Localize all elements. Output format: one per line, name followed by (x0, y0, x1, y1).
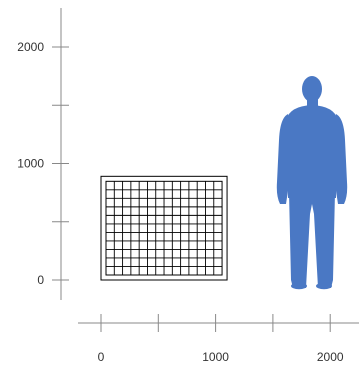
figure-left-arm (276, 114, 292, 204)
figure-neck (307, 98, 318, 108)
y-axis-ticks: 2000 1000 0 (17, 40, 69, 287)
figure-right-arm (332, 114, 348, 204)
figure-left-foot (291, 282, 307, 290)
y-tick-label: 1000 (17, 157, 44, 171)
y-axis: 2000 1000 0 (17, 8, 69, 300)
figure-torso (286, 105, 338, 198)
figure-head (302, 76, 322, 102)
person-silhouette-icon (276, 76, 348, 290)
figure-legs (289, 192, 335, 288)
x-axis: 0 1000 2000 (78, 314, 359, 364)
y-tick-label: 2000 (17, 40, 44, 54)
x-axis-ticks: 0 1000 2000 (98, 314, 344, 364)
x-tick-label: 1000 (202, 350, 229, 364)
figure-right-foot (316, 282, 332, 290)
x-tick-label: 2000 (317, 350, 344, 364)
y-tick-label: 0 (37, 273, 44, 287)
grid-panel (100, 175, 228, 281)
x-tick-label: 0 (98, 350, 105, 364)
